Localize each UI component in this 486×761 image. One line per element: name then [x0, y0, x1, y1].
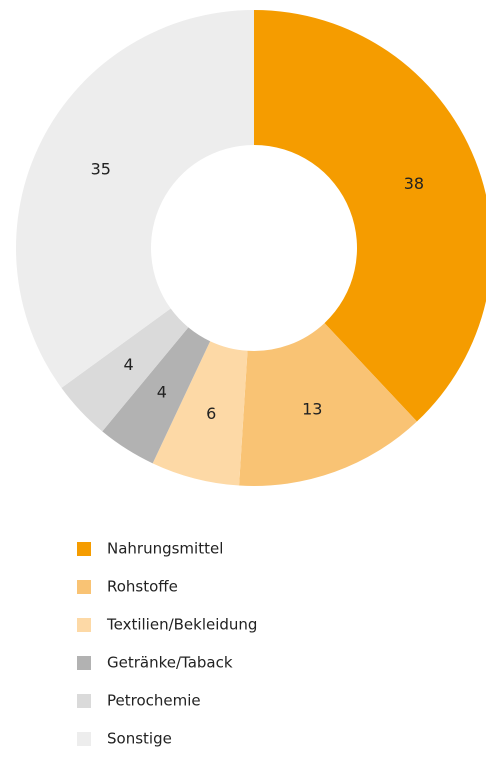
data-label: 35	[91, 159, 111, 178]
legend-label: Sonstige	[107, 730, 172, 748]
legend-swatch	[77, 580, 91, 594]
data-label: 13	[302, 399, 322, 418]
data-label: 6	[206, 404, 216, 423]
legend-label: Rohstoffe	[107, 578, 178, 596]
donut-slice	[16, 10, 255, 388]
donut-slice	[102, 327, 211, 464]
legend-swatch	[77, 542, 91, 556]
legend-label: Nahrungsmittel	[107, 540, 223, 558]
legend-label: Getränke/Taback	[107, 654, 233, 672]
donut-slice	[61, 308, 189, 432]
legend-swatch	[77, 618, 91, 632]
data-label: 38	[404, 174, 424, 193]
donut-slice	[239, 323, 417, 486]
legend-label: Textilien/Bekleidung	[106, 616, 257, 634]
legend-swatch	[77, 694, 91, 708]
legend-swatch	[77, 656, 91, 670]
data-label: 4	[157, 383, 167, 402]
legend-label: Petrochemie	[107, 692, 201, 710]
donut-slice	[254, 10, 486, 422]
donut-slice	[152, 341, 248, 486]
data-label: 4	[124, 355, 134, 374]
legend-swatch	[77, 732, 91, 746]
